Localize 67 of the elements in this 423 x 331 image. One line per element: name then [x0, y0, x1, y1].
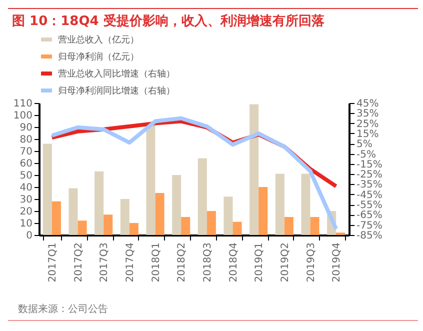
y-tick-label: 0: [26, 230, 32, 242]
bar: [104, 214, 113, 235]
y2-tick-label: 35%: [356, 108, 379, 120]
x-tick-label: 2018Q1: [150, 242, 162, 282]
x-tick-label: 2019Q4: [332, 242, 343, 282]
legend-label: 营业总收入同比增速（右轴）: [58, 68, 175, 80]
x-tick-label: 2018Q3: [202, 242, 214, 282]
x-tick-label: 2018Q2: [176, 242, 188, 282]
x-tick-label: 2019Q1: [254, 242, 266, 282]
legend-label: 归母净利润同比增速（右轴）: [58, 86, 175, 96]
y-tick-label: 40: [20, 182, 32, 194]
y2-tick-label: -35%: [356, 180, 382, 191]
bar: [250, 104, 259, 235]
y-tick-label: 100: [13, 110, 32, 122]
bar: [146, 123, 156, 235]
y2-tick-label: -75%: [356, 220, 382, 232]
chart-title: 图 10：18Q4 受提价影响，收入、利润增速有所回落: [11, 12, 326, 30]
y-tick-label: 90: [20, 122, 32, 134]
x-tick-label: 2018Q4: [228, 242, 240, 282]
bar: [232, 222, 242, 235]
bar: [172, 175, 182, 235]
line-series: [50, 116, 338, 231]
bar: [198, 158, 207, 235]
bar: [94, 171, 104, 235]
y-tick-label: 70: [20, 146, 32, 158]
y2-tick-label: 5%: [356, 139, 372, 150]
y2-tick-label: -15%: [356, 159, 382, 170]
bar: [120, 199, 130, 235]
bar: [206, 211, 216, 235]
bar: [181, 217, 190, 235]
bar: [224, 196, 233, 235]
bar: [68, 188, 78, 235]
bar: [301, 174, 310, 235]
x-tick-label: 2017Q2: [73, 242, 84, 282]
bar: [258, 187, 268, 235]
y2-tick-label: 45%: [356, 98, 379, 110]
x-tick-label: 2017Q3: [99, 242, 110, 282]
bar: [42, 144, 52, 235]
bar: [129, 223, 138, 235]
y2-tick-label: -85%: [356, 230, 382, 242]
bar: [275, 174, 284, 235]
bar: [284, 217, 294, 235]
y-tick-label: 80: [20, 134, 32, 146]
x-tick-label: 2017Q4: [124, 242, 136, 282]
bar: [78, 220, 87, 235]
y-tick-label: 110: [13, 98, 32, 110]
y2-tick-label: -65%: [356, 210, 382, 222]
bar: [155, 193, 164, 235]
x-tick-label: 2019Q3: [306, 242, 317, 282]
legend-label: 营业总收入（亿元）: [58, 34, 139, 46]
y2-tick-label: -55%: [356, 200, 382, 212]
y2-tick-label: -5%: [356, 149, 376, 160]
y-tick-label: 10: [20, 218, 32, 230]
y2-tick-label: 25%: [356, 118, 379, 130]
y2-tick-label: -45%: [356, 190, 382, 201]
bar: [52, 201, 61, 235]
legend-label: 归母净利润（亿元）: [58, 52, 139, 62]
y-tick-label: 30: [20, 194, 32, 206]
x-tick-label: 2019Q2: [280, 242, 291, 282]
bar: [310, 217, 320, 235]
y-tick-label: 20: [20, 206, 32, 218]
x-tick-label: 2017Q1: [47, 242, 58, 282]
y2-tick-label: -25%: [356, 170, 382, 181]
y-tick-label: 60: [20, 158, 32, 170]
y-tick-label: 50: [20, 170, 32, 182]
source-note: 数据来源：公司公告: [8, 300, 418, 321]
y2-tick-label: 15%: [356, 128, 379, 140]
